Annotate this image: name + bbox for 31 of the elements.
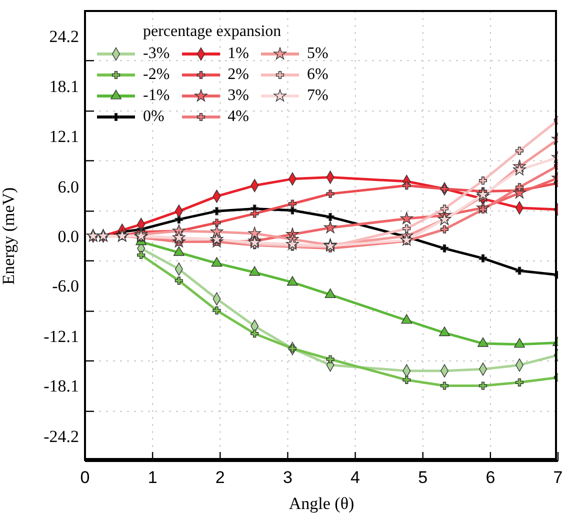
x-tick-label: 3 <box>282 468 292 487</box>
x-tick-label: 4 <box>350 468 360 487</box>
legend-label: 7% <box>306 86 328 104</box>
x-tick-label: 1 <box>148 468 158 487</box>
legend-title: percentage expansion <box>143 23 282 41</box>
y-axis-title: Energy (meV) <box>0 187 18 285</box>
legend-label: 1% <box>228 44 249 62</box>
y-tick-label: 18.1 <box>49 77 79 96</box>
legend-label: -2% <box>143 66 170 84</box>
x-tick-label: 2 <box>215 468 225 487</box>
legend-label: 5% <box>306 44 328 62</box>
y-tick-label: 6.0 <box>58 177 79 196</box>
y-tick-label: -12.1 <box>44 327 79 346</box>
legend-label: 4% <box>228 108 249 126</box>
x-axis-title: Angle (θ) <box>288 494 354 513</box>
y-tick-label: -24.2 <box>44 427 79 446</box>
y-tick-label: 12.1 <box>49 126 79 146</box>
y-tick-label: -6.0 <box>52 276 79 296</box>
legend-label: -3% <box>143 44 170 62</box>
x-tick-label: 6 <box>486 468 496 487</box>
y-tick-label: -18.1 <box>44 376 79 396</box>
y-tick-label: 24.2 <box>49 26 79 46</box>
legend-label: -1% <box>143 86 170 104</box>
legend-label: 6% <box>306 66 328 84</box>
y-tick-label: 0.0 <box>58 226 79 246</box>
x-tick-label: 7 <box>553 468 563 487</box>
x-tick-label: 5 <box>418 468 428 487</box>
legend-label: 0% <box>143 108 164 126</box>
x-tick-label: 0 <box>80 468 90 487</box>
legend-label: 3% <box>228 86 249 104</box>
legend-label: 2% <box>228 66 249 84</box>
